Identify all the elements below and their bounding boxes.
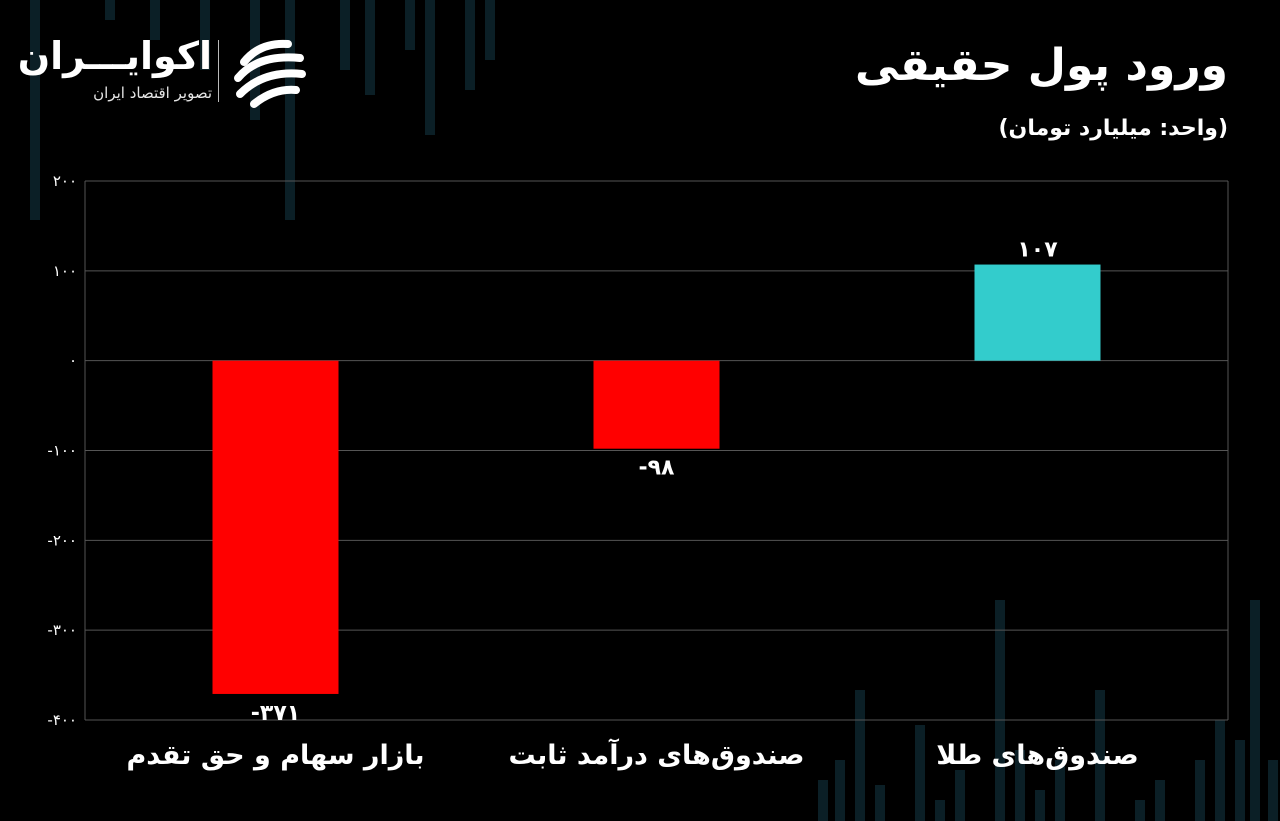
bg-bar-bottom-15 bbox=[1215, 720, 1225, 821]
bg-bar-top-1 bbox=[105, 0, 115, 20]
bg-bar-bottom-1 bbox=[835, 760, 845, 821]
logo-name: اکوایـــران bbox=[17, 34, 212, 78]
bg-bar-bottom-4 bbox=[915, 725, 925, 821]
bg-bar-bottom-17 bbox=[1250, 600, 1260, 821]
data-label-1: -۳۷۱ bbox=[251, 701, 300, 726]
bg-bar-bottom-11 bbox=[1095, 690, 1105, 821]
bg-bar-top-10 bbox=[465, 0, 475, 90]
y-tick-label: -۱۰۰ bbox=[47, 442, 77, 460]
y-tick-label: -۲۰۰ bbox=[47, 531, 77, 549]
bg-bar-top-7 bbox=[365, 0, 375, 95]
bg-bar-bottom-6 bbox=[955, 770, 965, 821]
bg-bar-bottom-12 bbox=[1135, 800, 1145, 821]
y-tick-label: ۲۰۰ bbox=[53, 172, 77, 190]
chart-unit: (واحد: میلیارد تومان) bbox=[998, 116, 1229, 141]
bg-bar-bottom-18 bbox=[1268, 760, 1278, 821]
bg-bar-bottom-9 bbox=[1035, 790, 1045, 821]
bg-bar-top-4 bbox=[250, 0, 260, 120]
bg-bar-bottom-5 bbox=[935, 800, 945, 821]
bg-bar-bottom-8 bbox=[1015, 750, 1025, 821]
bg-bar-bottom-0 bbox=[818, 780, 828, 821]
y-tick-label: ۱۰۰ bbox=[53, 262, 77, 280]
y-tick-label: -۴۰۰ bbox=[47, 711, 77, 729]
ecoiran-swoosh-icon bbox=[234, 39, 306, 108]
y-tick-label: -۳۰۰ bbox=[47, 621, 77, 639]
category-label-3: صندوق‌های طلا bbox=[936, 740, 1139, 771]
logo-divider bbox=[218, 40, 219, 102]
bg-bar-top-2 bbox=[150, 0, 160, 40]
bg-bar-top-3 bbox=[200, 0, 210, 70]
bar-1 bbox=[212, 360, 339, 694]
bar-3 bbox=[974, 264, 1101, 361]
data-label-2: -۹۸ bbox=[639, 456, 676, 481]
bg-bar-top-6 bbox=[340, 0, 350, 70]
chart-title: ورود پول حقیقی bbox=[854, 40, 1228, 91]
bg-bar-bottom-13 bbox=[1155, 780, 1165, 821]
category-label-1: بازار سهام و حق تقدم bbox=[126, 740, 424, 771]
bg-bar-bottom-14 bbox=[1195, 760, 1205, 821]
category-label-2: صندوق‌های درآمد ثابت bbox=[509, 738, 805, 771]
bg-bar-bottom-2 bbox=[855, 690, 865, 821]
y-tick-label: ۰ bbox=[69, 352, 77, 370]
bg-bar-top-5 bbox=[285, 0, 295, 220]
bg-bar-bottom-3 bbox=[875, 785, 885, 821]
logo-tagline: تصویر اقتصاد ایران bbox=[93, 84, 212, 102]
data-label-3: ۱۰۷ bbox=[1017, 238, 1058, 263]
bg-bar-bottom-7 bbox=[995, 600, 1005, 821]
bg-bar-top-11 bbox=[485, 0, 495, 60]
bg-bar-top-9 bbox=[425, 0, 435, 135]
bg-bar-top-0 bbox=[30, 0, 40, 220]
bg-bar-top-8 bbox=[405, 0, 415, 50]
bg-bar-bottom-16 bbox=[1235, 740, 1245, 821]
bg-bar-bottom-10 bbox=[1055, 760, 1065, 821]
bar-2 bbox=[593, 360, 720, 449]
